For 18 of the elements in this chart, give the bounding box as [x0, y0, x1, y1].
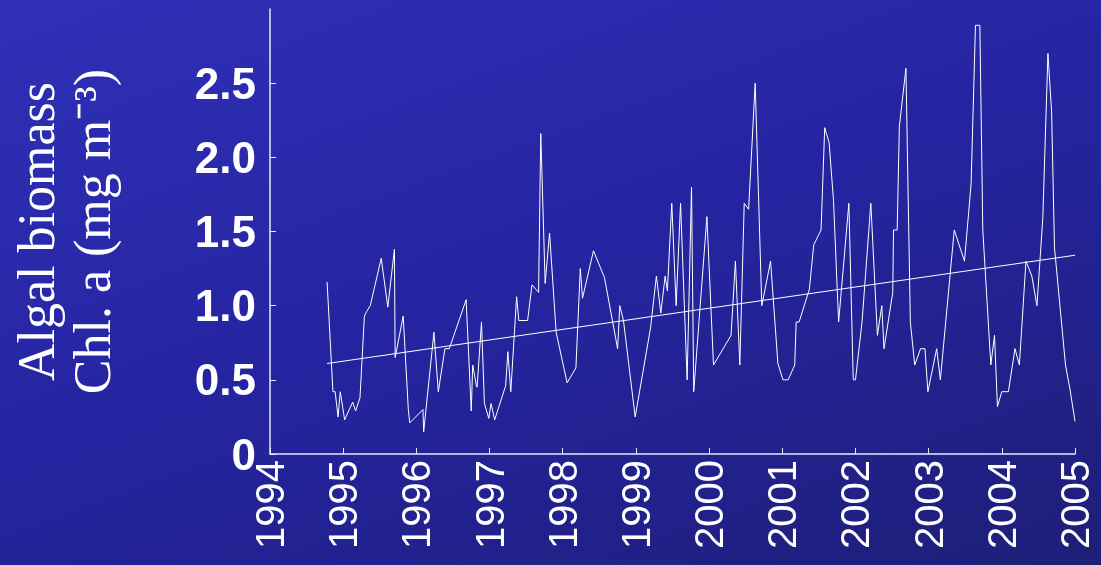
x-tick-label: 2004 — [979, 460, 1024, 549]
x-tick-label: 2001 — [760, 460, 805, 549]
x-tick-label: 1998 — [540, 460, 585, 549]
y-tick-label: 0.5 — [194, 355, 256, 405]
y-tick-label: 1.0 — [194, 281, 256, 331]
y-tick-label: 2.5 — [194, 58, 256, 108]
x-tick-label: 2002 — [833, 460, 878, 549]
x-tick-label: 1995 — [321, 460, 366, 549]
x-tick-label: 1997 — [467, 460, 512, 549]
y-tick-label: 1.5 — [194, 207, 256, 256]
y-axis-title: Algal biomass Chl. a (mg m⁻³) — [7, 68, 122, 395]
y-tick-label: 2.0 — [194, 132, 256, 182]
x-tick-label: 1999 — [613, 460, 658, 549]
x-tick-label: 2000 — [687, 460, 732, 549]
line-series — [326, 24, 1076, 433]
x-tick-label: 2005 — [1053, 460, 1097, 549]
x-tick-label: 2003 — [906, 460, 951, 549]
x-tick-label: 1996 — [394, 460, 439, 549]
